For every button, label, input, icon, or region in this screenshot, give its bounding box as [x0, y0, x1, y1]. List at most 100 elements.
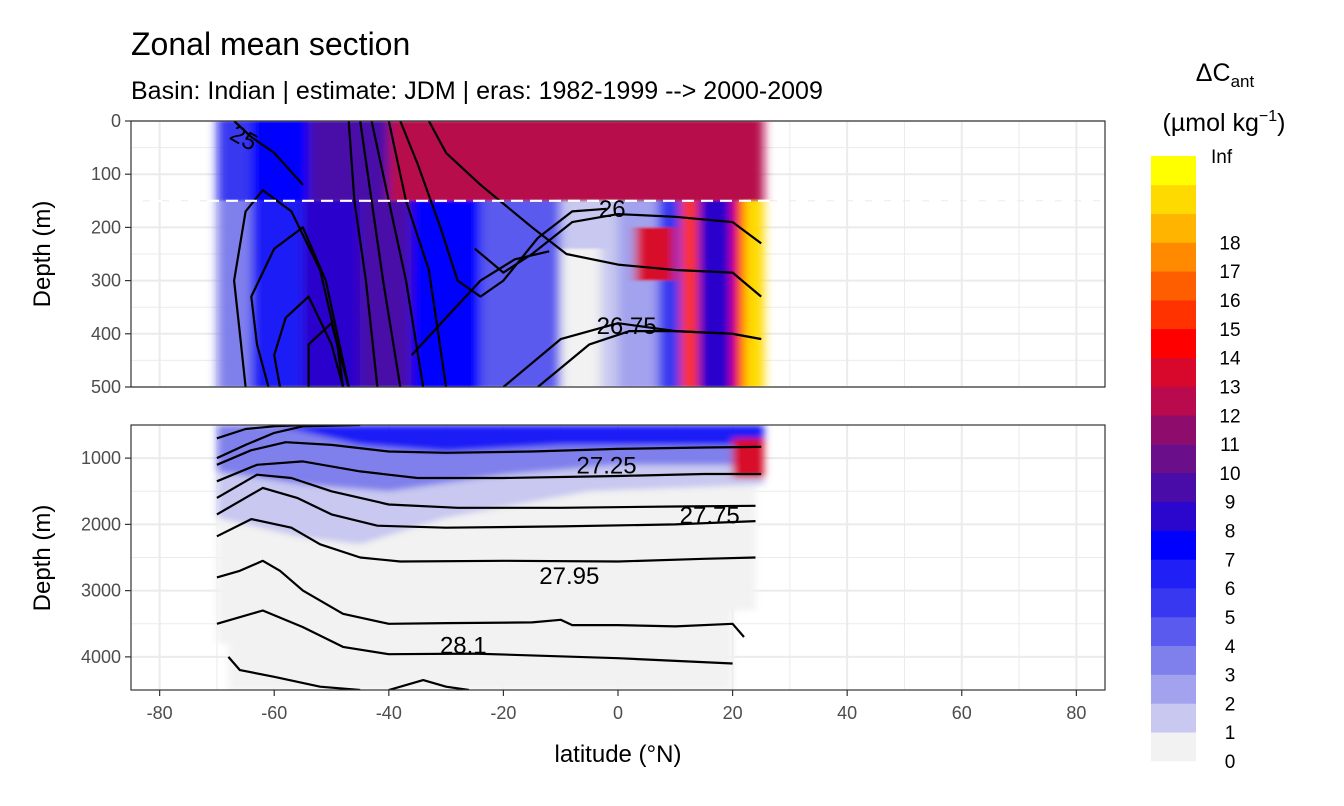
- isopycnal-line: [216, 559, 745, 638]
- isopycnal-line: [216, 425, 303, 440]
- field-cell: [411, 200, 481, 387]
- field-cell: [302, 200, 361, 387]
- isopycnal-line: [474, 213, 762, 274]
- legend-label: 15: [1219, 320, 1240, 341]
- legend-title-line1: ΔCant: [1196, 59, 1255, 91]
- lower-y-ticks: 1000 2000 3000 4000: [81, 448, 131, 667]
- isopycnal-line: [399, 121, 607, 298]
- contour-label: 27.95: [539, 563, 599, 590]
- legend-label: 13: [1219, 377, 1240, 398]
- upper-y-ticks: 0 100 200 300 400 500: [91, 111, 131, 397]
- isopycnal-line: [502, 322, 762, 387]
- legend-unit-exponent: −1: [1259, 108, 1277, 125]
- y-tick-label: 4000: [81, 647, 121, 667]
- legend-swatch: [1151, 444, 1196, 474]
- y-tick-label: 400: [91, 324, 121, 344]
- isopycnal-line: [250, 226, 350, 387]
- y-tick-label: 0: [111, 111, 121, 131]
- legend-label: 0: [1225, 752, 1236, 773]
- isopycnal-line: [388, 679, 470, 690]
- legend-swatch: [1151, 242, 1196, 272]
- chart-title: Zonal mean section: [131, 26, 410, 62]
- upper-field: [216, 121, 765, 387]
- legend-swatch: [1151, 559, 1196, 589]
- legend-label: 1: [1225, 723, 1236, 744]
- legend-label: 4: [1225, 637, 1236, 658]
- legend-swatch: [1151, 184, 1196, 214]
- contour-label: 26.75: [597, 313, 657, 340]
- legend-swatch: [1151, 645, 1196, 675]
- isopycnal-line: [216, 460, 762, 483]
- field-cell: [681, 200, 699, 387]
- isopycnal-line: [216, 609, 733, 665]
- x-tick-label: -60: [261, 703, 287, 723]
- isopycnal-line: [216, 425, 361, 460]
- field-cell: [732, 200, 745, 387]
- legend-swatch: [1151, 472, 1196, 503]
- legend-label: 14: [1219, 349, 1241, 370]
- legend-swatch: [1151, 357, 1196, 387]
- x-tick-label: 40: [837, 703, 857, 723]
- y-tick-label: 3000: [81, 581, 121, 601]
- x-tick-label: -20: [490, 703, 516, 723]
- legend-swatch: [1151, 415, 1196, 445]
- legend-swatch: [1151, 616, 1196, 647]
- legend-label: 16: [1219, 291, 1240, 312]
- x-tick-label: 60: [952, 703, 972, 723]
- legend-swatch: [1151, 703, 1196, 733]
- isopycnal-line: [347, 121, 379, 387]
- field-cell-high: [635, 227, 676, 281]
- y-tick-label: 1000: [81, 448, 121, 468]
- x-tick-label: 0: [613, 703, 623, 723]
- legend-title-line2: (µmol kg−1): [1163, 108, 1286, 137]
- lower-field: [216, 425, 765, 690]
- upper-y-axis-title: Depth (m): [29, 201, 56, 308]
- contour-label: 28.1: [440, 633, 487, 660]
- lower-contour-labels: 27.25 27.75 27.95 28.1: [440, 452, 740, 659]
- contour-label: 27.25: [577, 452, 637, 479]
- legend-swatch: [1151, 732, 1196, 762]
- legend-label: 17: [1219, 262, 1240, 283]
- y-tick-label: 500: [91, 377, 121, 397]
- legend-title-subscript: ant: [1231, 72, 1255, 91]
- x-tick-label: 20: [723, 703, 743, 723]
- upper-contours: [233, 121, 762, 387]
- legend-label: 8: [1225, 522, 1236, 543]
- legend-label: Inf: [1211, 147, 1233, 168]
- x-axis-title: latitude (°N): [555, 741, 682, 768]
- colorbar-legend: ΔCant (µmol kg−1) 0123456789101112131415…: [1151, 59, 1285, 773]
- upper-panel-border: [130, 120, 1106, 388]
- isopycnal-line: [273, 295, 345, 387]
- isopycnal-line: [216, 441, 762, 466]
- legend-label: 6: [1225, 579, 1236, 600]
- legend-label: 7: [1225, 550, 1236, 571]
- legend-label: 12: [1219, 406, 1240, 427]
- legend-swatch: [1151, 156, 1196, 186]
- y-tick-label: 100: [91, 164, 121, 184]
- x-tick-label: -80: [147, 703, 173, 723]
- legend-swatch: [1151, 530, 1196, 560]
- legend-title-symbol: ΔC: [1196, 59, 1231, 87]
- legend-label: 5: [1225, 608, 1236, 629]
- y-tick-label: 2000: [81, 514, 121, 534]
- isopycnal-line: [359, 121, 402, 387]
- isopycnal-line: [216, 473, 756, 509]
- legend-swatches: [1151, 156, 1196, 762]
- lower-y-axis-title: Depth (m): [29, 505, 56, 612]
- isopycnal-line: [410, 250, 550, 356]
- contour-label: 26: [599, 196, 626, 223]
- field-cell: [216, 200, 252, 387]
- field-cell-surface: [216, 121, 252, 201]
- legend-swatch: [1151, 213, 1196, 243]
- legend-swatch: [1151, 674, 1196, 704]
- isopycnal-line: [233, 121, 304, 186]
- lower-contours: [216, 425, 762, 690]
- contour-label: 27.75: [680, 503, 740, 530]
- field-cell: [698, 200, 733, 387]
- y-tick-label: 300: [91, 271, 121, 291]
- legend-label: 3: [1225, 666, 1236, 687]
- field-band-3: [274, 425, 765, 452]
